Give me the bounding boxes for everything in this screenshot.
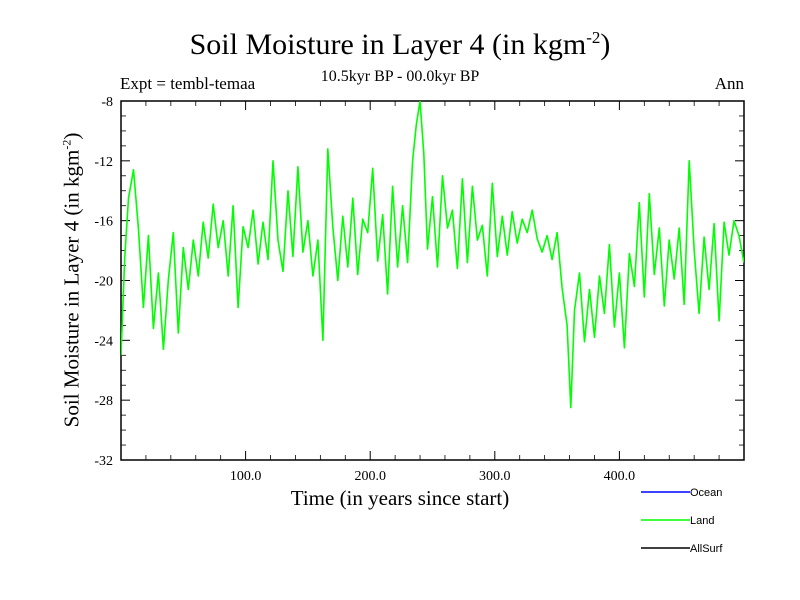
y-tick-label: -32 [94, 454, 113, 469]
series-line-land [121, 101, 744, 409]
y-tick-label: -20 [94, 275, 113, 290]
legend-label-allsurf: AllSurf [690, 543, 723, 555]
x-tick-label: 400.0 [604, 469, 636, 484]
axis-frame-layer [120, 100, 745, 461]
season-label: Ann [714, 74, 744, 93]
legend: Ocean Land AllSurf [641, 487, 723, 555]
y-axis-label: Soil Moisture in Layer 4 (in kgm-2) [59, 132, 84, 428]
legend-label-ocean: Ocean [690, 487, 722, 499]
chart-title: Soil Moisture in Layer 4 (in kgm-2) [189, 28, 611, 61]
axis-ticks [121, 100, 744, 461]
y-tick-label: -16 [94, 215, 113, 230]
y-tick-label: -28 [94, 394, 113, 409]
x-tick-label: 200.0 [354, 469, 386, 484]
y-tick-label: -24 [94, 334, 113, 349]
legend-label-land: Land [690, 515, 714, 527]
x-axis-label: Time (in years since start) [290, 486, 510, 510]
y-tick-label: -12 [94, 155, 113, 170]
y-tick-label: -8 [101, 95, 113, 110]
experiment-label: Expt = tembl-temaa [120, 74, 256, 93]
series-layer [121, 101, 744, 409]
x-tick-label: 300.0 [479, 469, 511, 484]
chart-subtitle: 10.5kyr BP - 00.0kyr BP [320, 68, 480, 85]
x-tick-label: 100.0 [230, 469, 262, 484]
tick-labels: -32 -28 -24 -20 -16 -12 -8 100.0 200.0 300.0 400.0 [94, 95, 635, 484]
plot-frame [120, 100, 745, 461]
